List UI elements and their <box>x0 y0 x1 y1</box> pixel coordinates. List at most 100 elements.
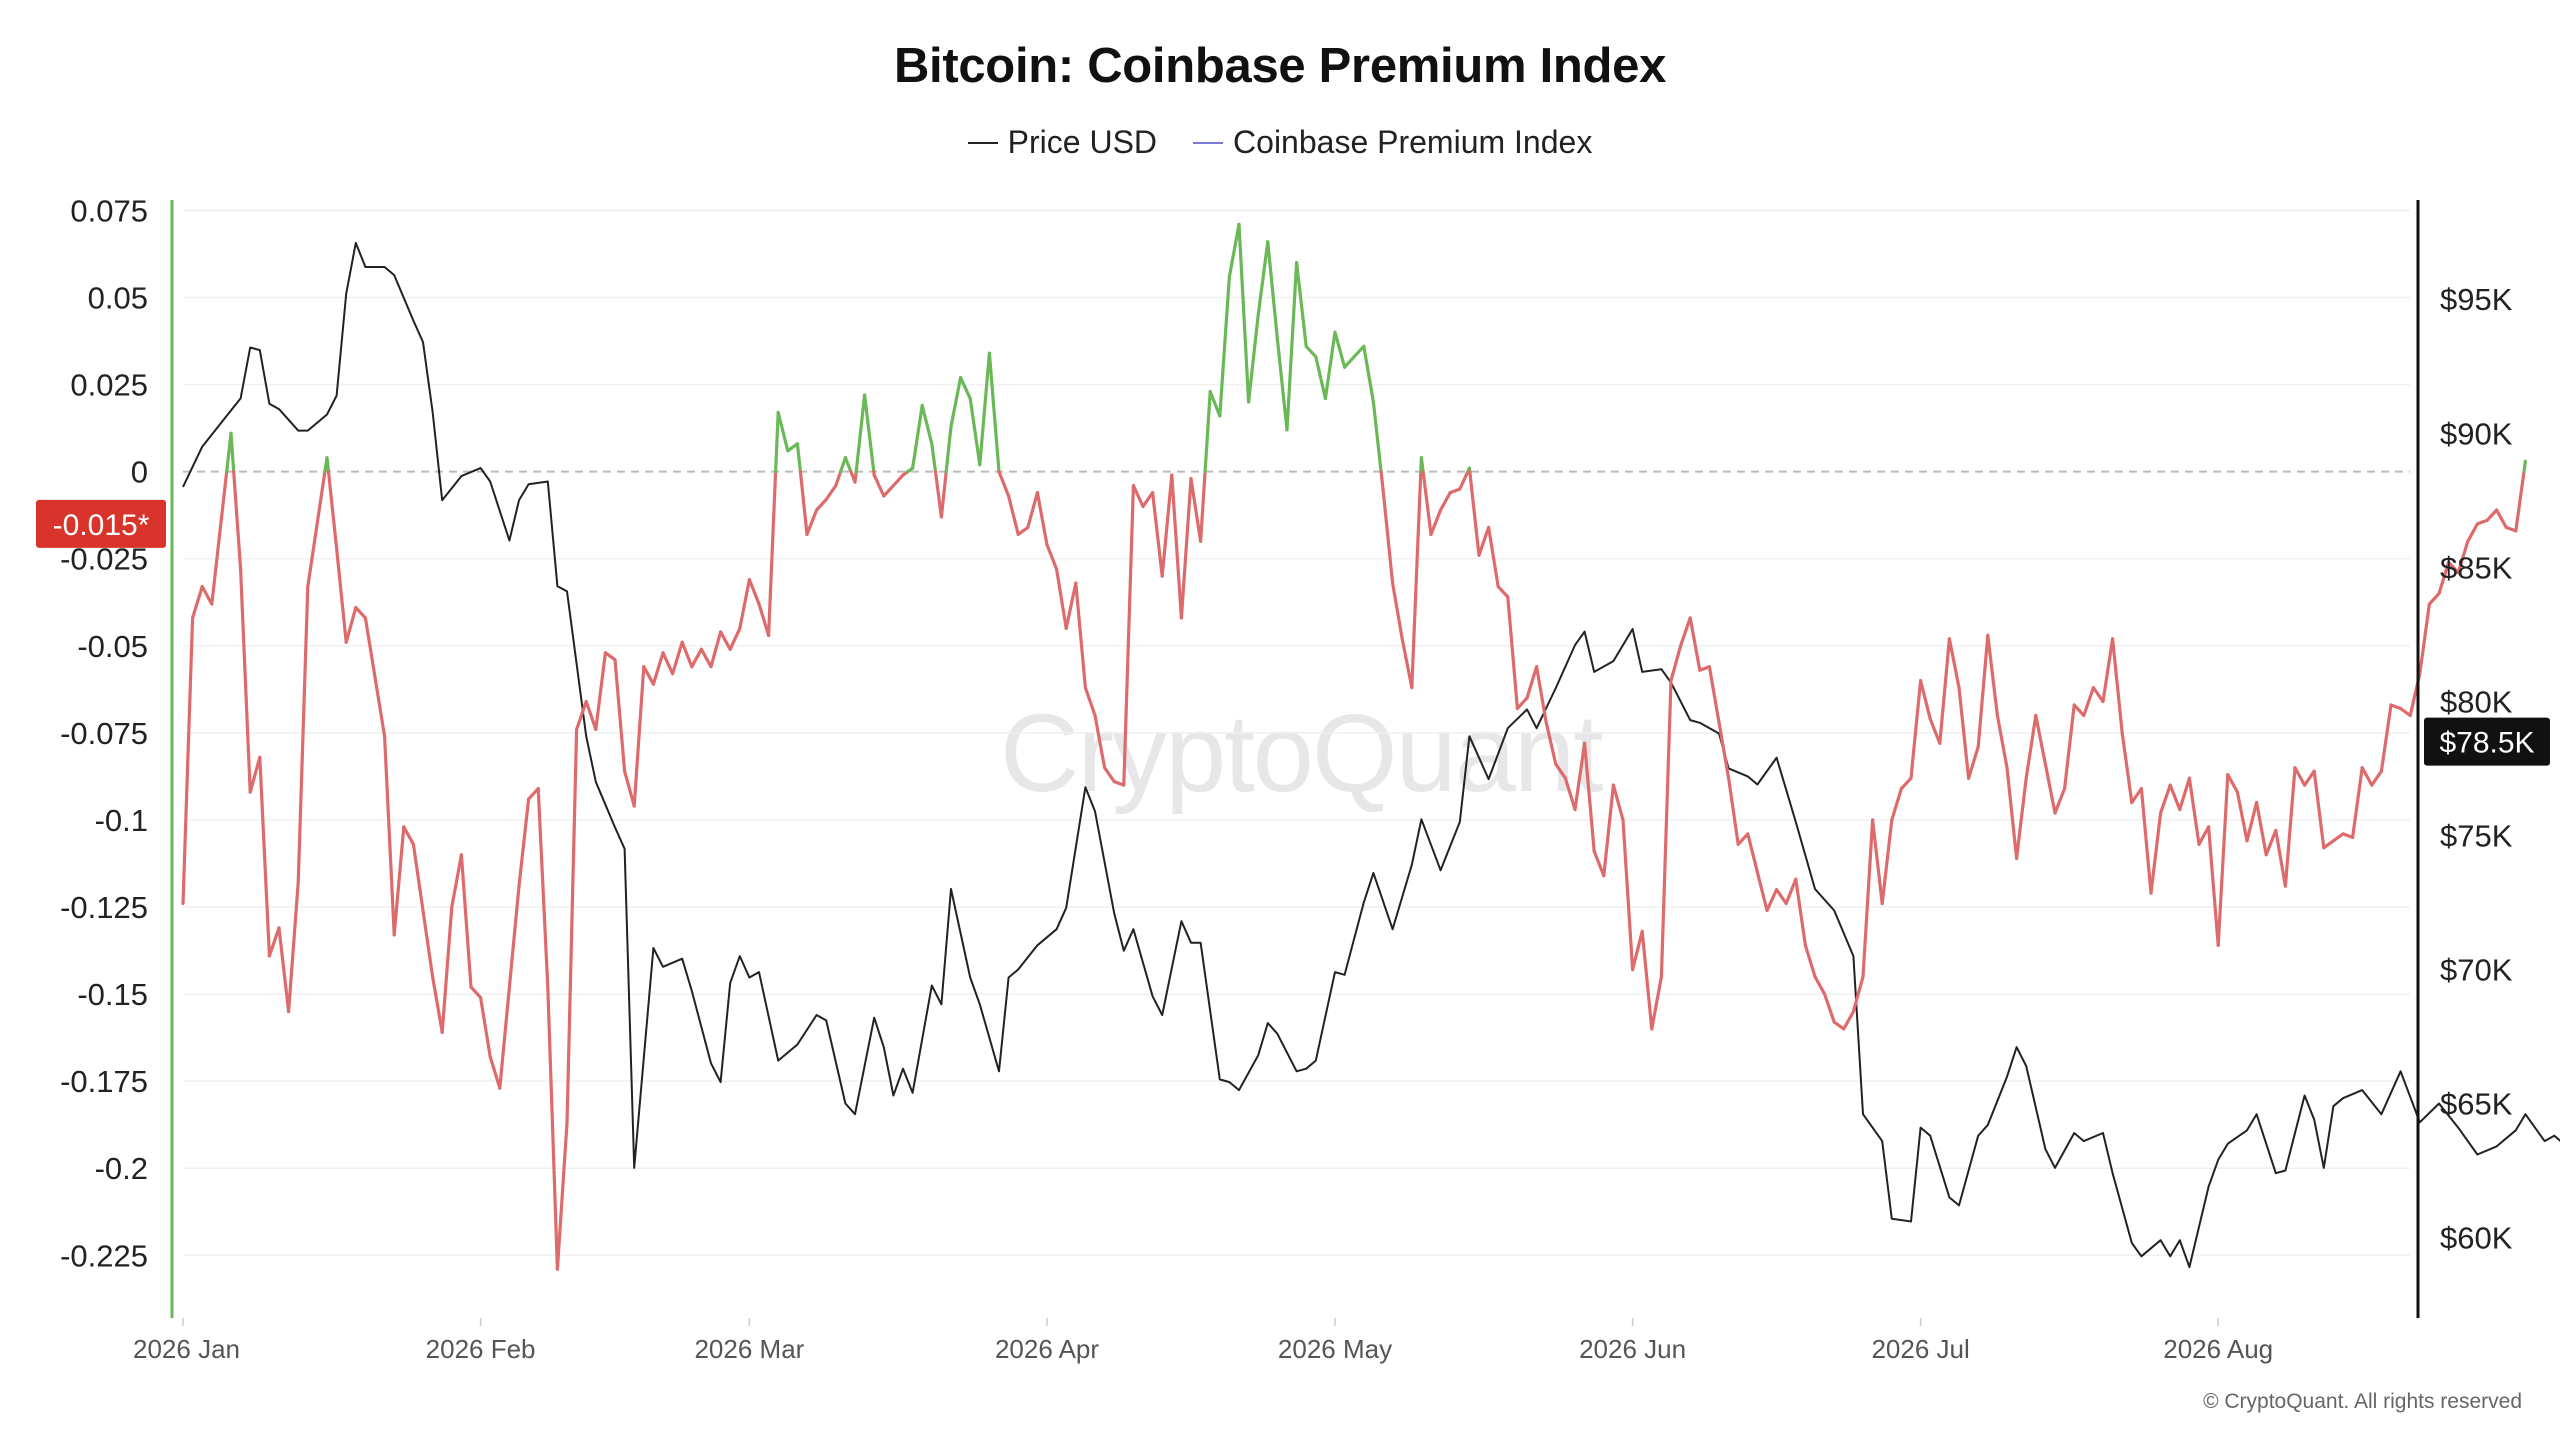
left-tick-label: -0.05 <box>77 629 148 664</box>
premium-segment <box>872 473 886 498</box>
premium-segment <box>1621 818 1635 972</box>
right-tick-label: $60K <box>2440 1221 2513 1256</box>
x-axis-ticks: 2026 Jan 2026 Feb 2026 Mar 2026 Apr 2026 May… <box>133 1318 2273 1364</box>
premium-segment <box>1928 717 1942 745</box>
premium-segment <box>325 456 331 474</box>
left-axis-ticks: 0.0750.050.0250-0.025-0.05-0.075-0.1-0.1… <box>60 193 148 1273</box>
current-value-labels: -0.015* $78.5K <box>36 499 2550 766</box>
premium-segment <box>1203 390 1212 474</box>
right-tick-label: $65K <box>2440 1087 2513 1122</box>
premium-segment <box>594 651 608 732</box>
right-axis-ticks: $95K $90K $85K $80K $75K $70K $65K $60K <box>2440 282 2513 1255</box>
gridlines <box>183 209 2410 1257</box>
premium-segment <box>402 825 415 846</box>
premium-segment <box>2456 539 2470 575</box>
price-current-value: $78.5K <box>2439 727 2534 760</box>
premium-segment <box>1304 344 1318 359</box>
premium-segment <box>1237 222 1251 404</box>
premium-segment <box>718 630 732 651</box>
premium-segment <box>1170 473 1184 620</box>
premium-segment <box>2360 766 2374 787</box>
premium-segment <box>1323 330 1337 401</box>
premium-segment <box>498 884 521 1090</box>
left-tick-label: 0.075 <box>70 193 148 228</box>
legend-item-premium[interactable]: Coinbase Premium Index <box>1193 124 1592 161</box>
left-tick-label: -0.125 <box>60 890 148 925</box>
premium-segment <box>2149 811 2163 895</box>
premium-segment <box>738 577 752 631</box>
premium-segment <box>786 442 800 453</box>
premium-segment <box>335 546 348 644</box>
premium-segment <box>2475 518 2489 526</box>
premium-segment <box>517 797 531 888</box>
left-tick-label: 0 <box>131 455 148 490</box>
premium-segment <box>1736 832 1750 846</box>
premium-segment <box>2322 839 2335 850</box>
premium-segment <box>603 651 617 662</box>
premium-segment <box>882 484 896 498</box>
premium-segment <box>1379 470 1385 491</box>
premium-segment <box>1832 1020 1846 1031</box>
premium-segment <box>2207 825 2220 947</box>
premium-segment <box>1918 678 1932 721</box>
premium-segment <box>287 880 300 1014</box>
premium-segment <box>565 727 579 1125</box>
premium-segment <box>1506 595 1520 711</box>
premium-segment <box>2216 773 2230 947</box>
premium-segment <box>450 853 463 909</box>
premium-segment <box>944 424 953 474</box>
premium-segment <box>1285 261 1299 432</box>
premium-segment <box>2120 731 2134 805</box>
premium-segment <box>853 470 858 484</box>
premium-segment <box>2005 766 2019 860</box>
premium-segment <box>1544 720 1558 766</box>
premium-segment <box>2437 560 2451 596</box>
premium-segment <box>978 351 992 467</box>
premium-segment <box>651 651 665 686</box>
premium-segment <box>1726 776 1740 846</box>
premium-segment <box>1755 870 1769 913</box>
premium-segment <box>2178 776 2191 812</box>
premium-segment <box>2312 769 2326 850</box>
premium-segment <box>2139 786 2153 895</box>
premium-segment <box>1678 616 1692 648</box>
premium-segment <box>232 470 243 571</box>
premium-segment <box>1410 470 1423 690</box>
premium-segment <box>1390 581 1404 641</box>
premium-segment <box>632 665 646 808</box>
premium-segment <box>2379 703 2393 773</box>
premium-segment <box>2053 786 2067 815</box>
premium-segment <box>1813 975 1827 996</box>
premium-current-value: -0.015* <box>53 509 150 542</box>
premium-segment <box>2293 766 2307 787</box>
left-tick-label: -0.225 <box>60 1238 148 1273</box>
right-tick-label: $95K <box>2440 282 2513 317</box>
premium-segment <box>200 584 214 606</box>
premium-segment <box>2082 685 2095 718</box>
premium-segment <box>1861 818 1875 979</box>
premium-segment <box>1957 685 1971 780</box>
premium-segment <box>910 403 924 470</box>
premium-segment <box>1448 487 1462 495</box>
premium-segment <box>1880 818 1894 906</box>
premium-segment <box>1602 783 1616 878</box>
premium-segment <box>2034 713 2048 766</box>
premium-segment <box>1006 494 1020 537</box>
premium-segment <box>1294 261 1308 348</box>
x-tick-label: 2026 Jul <box>1871 1334 1969 1364</box>
premium-segment <box>1803 943 1817 979</box>
premium-segment <box>2101 637 2115 704</box>
premium-segment <box>267 926 281 958</box>
price-series <box>182 241 2560 1269</box>
price-line-swatch <box>967 141 998 144</box>
premium-segment <box>1611 783 1625 822</box>
left-tick-label: 0.025 <box>70 368 148 403</box>
premium-segment <box>1477 525 1491 557</box>
premium-segment <box>773 410 780 474</box>
premium-segment <box>1371 400 1383 474</box>
legend-item-price[interactable]: Price USD <box>967 124 1157 161</box>
premium-segment <box>1534 665 1548 725</box>
premium-segment <box>843 456 853 474</box>
premium-segment <box>1179 477 1193 620</box>
premium-segment <box>354 605 367 620</box>
